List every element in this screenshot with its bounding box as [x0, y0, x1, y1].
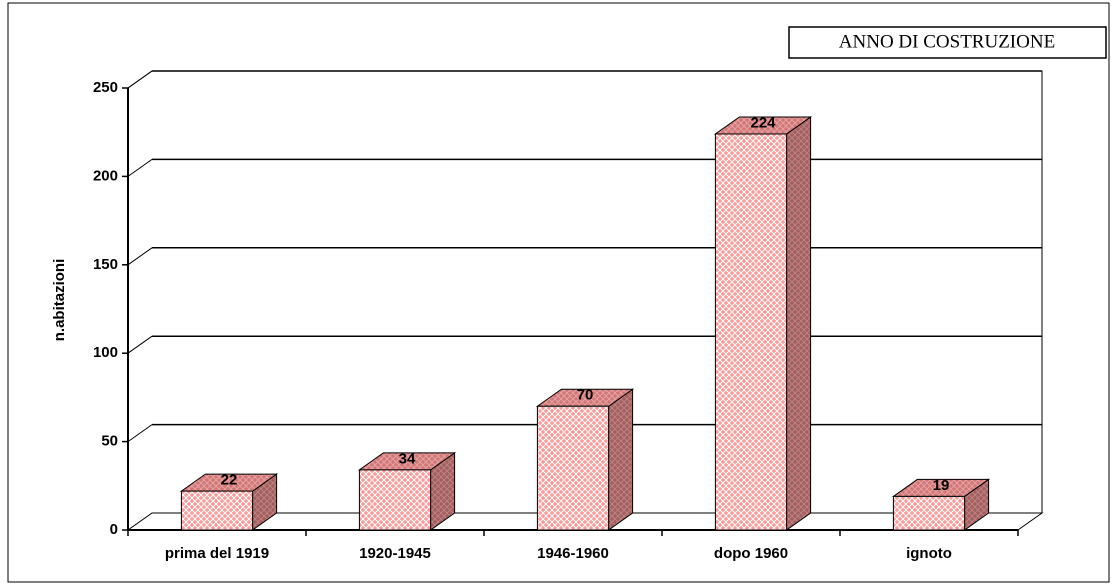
grid-diagonal — [127, 70, 153, 89]
title-box — [788, 26, 1107, 59]
x-tick-label: prima del 1919 — [165, 545, 269, 562]
bar-side — [608, 388, 634, 531]
x-tick-label: 1946-1960 — [537, 545, 609, 562]
y-tick-label: 100 — [93, 344, 118, 361]
chart-border — [7, 2, 1110, 583]
y-tick-label: 250 — [93, 79, 118, 96]
data-label: 22 — [221, 472, 238, 489]
x-tick-label: 1920-1945 — [359, 545, 431, 562]
y-axis-label: n.abitazioni — [51, 259, 68, 342]
bar — [892, 495, 966, 531]
y-tick-label: 0 — [110, 521, 118, 538]
x-tick-label: ignoto — [906, 545, 952, 562]
bar — [536, 405, 610, 531]
y-tick-label: 200 — [93, 167, 118, 184]
chart-title: ANNO DI COSTRUZIONE — [839, 31, 1055, 52]
grid-diagonal — [127, 335, 153, 354]
data-label: 224 — [750, 114, 776, 131]
x-tick-label: dopo 1960 — [714, 545, 788, 562]
bar-side — [786, 116, 812, 531]
grid-diagonal — [127, 158, 153, 177]
bar — [358, 469, 432, 531]
data-label: 19 — [933, 477, 950, 494]
bar — [714, 133, 788, 531]
grid-diagonal — [127, 247, 153, 266]
y-tick-label: 150 — [93, 256, 118, 273]
grid-diagonal — [127, 424, 153, 443]
data-label: 70 — [577, 387, 594, 404]
bar — [180, 490, 254, 531]
data-label: 34 — [399, 450, 416, 467]
y-tick-label: 50 — [101, 433, 118, 450]
